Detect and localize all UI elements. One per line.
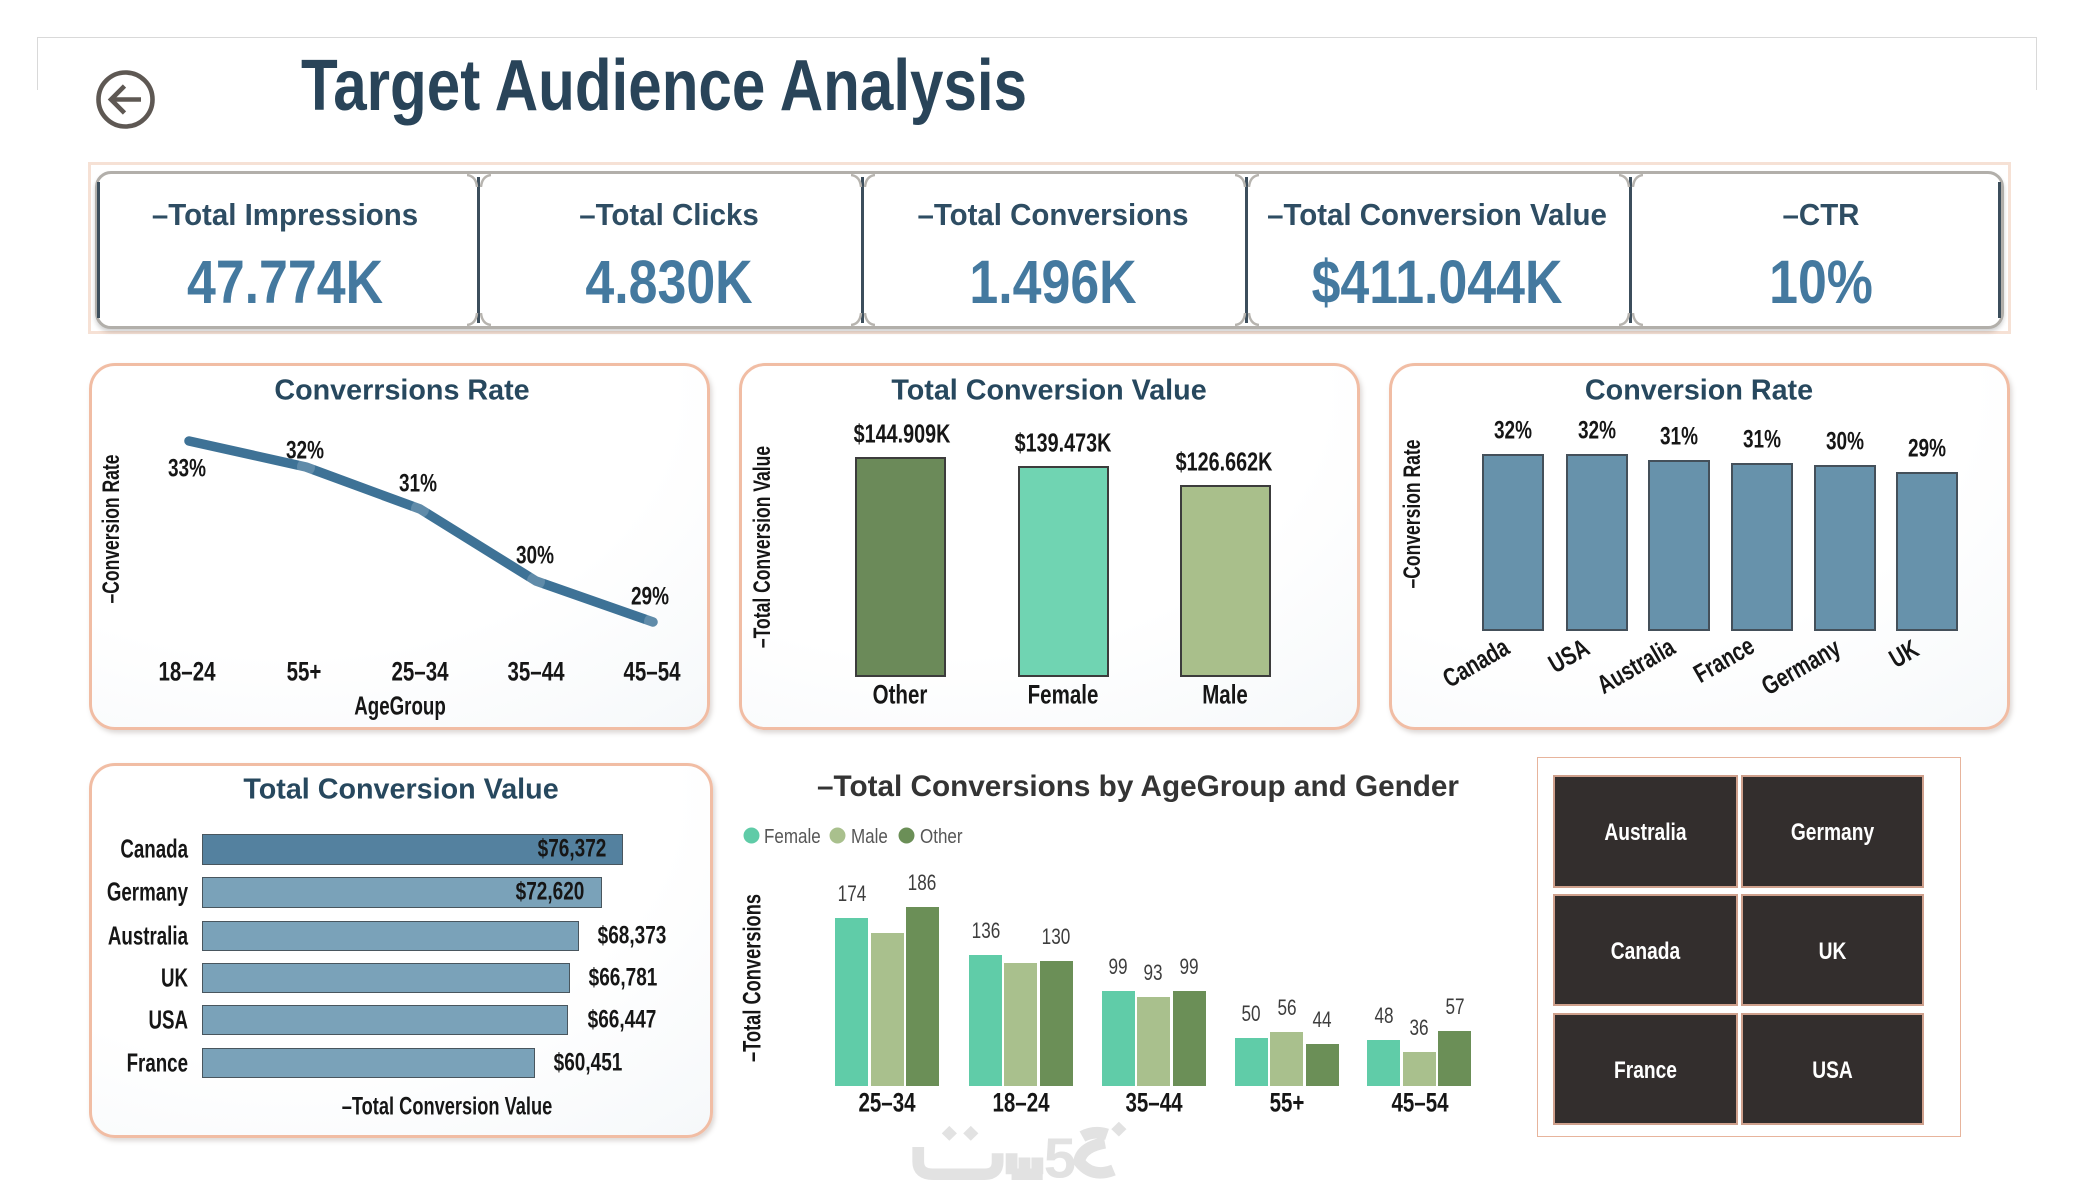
svg-text:5: 5 — [1044, 1127, 1076, 1188]
